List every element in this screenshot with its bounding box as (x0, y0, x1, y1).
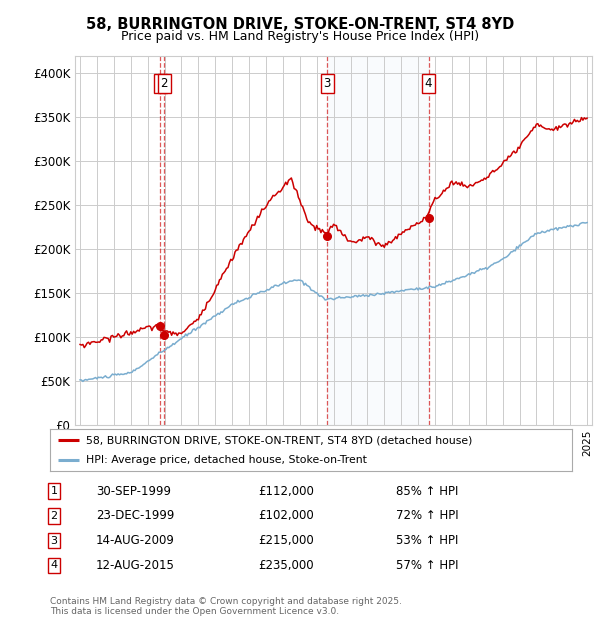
Text: 23-DEC-1999: 23-DEC-1999 (96, 510, 175, 522)
Text: £112,000: £112,000 (258, 485, 314, 497)
Text: 58, BURRINGTON DRIVE, STOKE-ON-TRENT, ST4 8YD (detached house): 58, BURRINGTON DRIVE, STOKE-ON-TRENT, ST… (86, 435, 473, 445)
Text: This data is licensed under the Open Government Licence v3.0.: This data is licensed under the Open Gov… (50, 607, 339, 616)
Text: 72% ↑ HPI: 72% ↑ HPI (396, 510, 458, 522)
Text: 12-AUG-2015: 12-AUG-2015 (96, 559, 175, 572)
Text: 14-AUG-2009: 14-AUG-2009 (96, 534, 175, 547)
Text: 30-SEP-1999: 30-SEP-1999 (96, 485, 171, 497)
Bar (327, 56, 428, 425)
Text: 2: 2 (50, 511, 58, 521)
Text: £235,000: £235,000 (258, 559, 314, 572)
Text: HPI: Average price, detached house, Stoke-on-Trent: HPI: Average price, detached house, Stok… (86, 455, 367, 465)
Text: 4: 4 (425, 78, 433, 91)
Text: £215,000: £215,000 (258, 534, 314, 547)
Text: 4: 4 (50, 560, 58, 570)
Text: Contains HM Land Registry data © Crown copyright and database right 2025.: Contains HM Land Registry data © Crown c… (50, 597, 401, 606)
Text: 1: 1 (157, 78, 164, 91)
Text: Price paid vs. HM Land Registry's House Price Index (HPI): Price paid vs. HM Land Registry's House … (121, 30, 479, 43)
Text: 85% ↑ HPI: 85% ↑ HPI (396, 485, 458, 497)
Text: 57% ↑ HPI: 57% ↑ HPI (396, 559, 458, 572)
Text: 53% ↑ HPI: 53% ↑ HPI (396, 534, 458, 547)
Text: 3: 3 (50, 536, 58, 546)
Text: 58, BURRINGTON DRIVE, STOKE-ON-TRENT, ST4 8YD: 58, BURRINGTON DRIVE, STOKE-ON-TRENT, ST… (86, 17, 514, 32)
Text: £102,000: £102,000 (258, 510, 314, 522)
Text: 3: 3 (323, 78, 331, 91)
Text: 2: 2 (160, 78, 168, 91)
Text: 1: 1 (50, 486, 58, 496)
